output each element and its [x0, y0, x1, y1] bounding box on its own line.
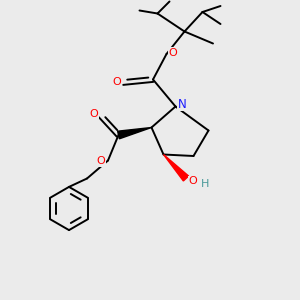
Text: O: O	[96, 156, 105, 166]
Text: O: O	[188, 176, 197, 187]
Polygon shape	[164, 154, 189, 181]
Text: N: N	[178, 98, 187, 111]
Text: H: H	[200, 179, 209, 189]
Text: O: O	[112, 76, 121, 87]
Text: O: O	[89, 109, 98, 119]
Polygon shape	[118, 128, 152, 139]
Text: O: O	[168, 47, 177, 58]
